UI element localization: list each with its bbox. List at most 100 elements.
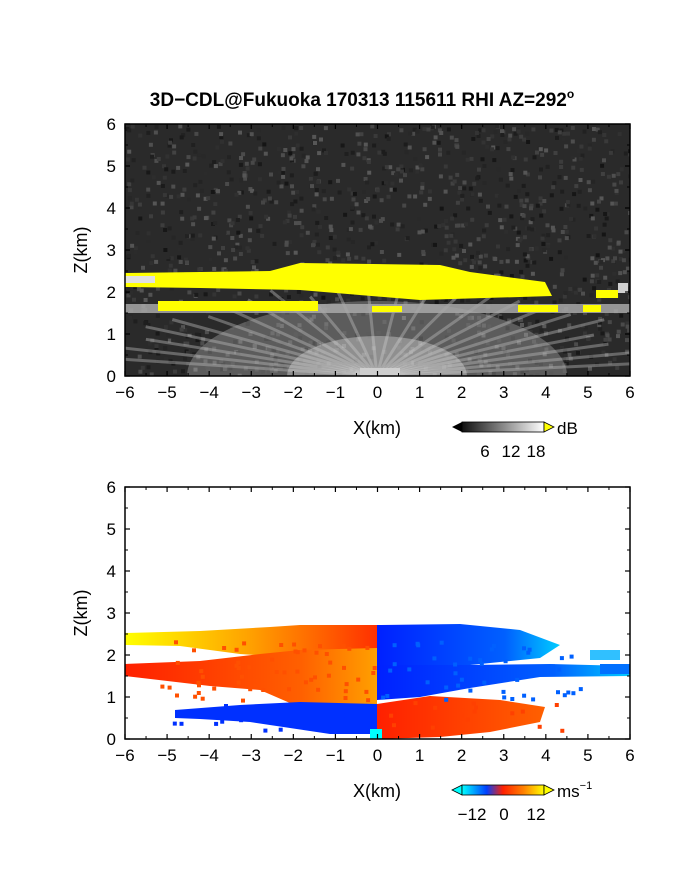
noise-cell xyxy=(146,170,151,175)
speckle xyxy=(531,697,536,702)
noise-cell xyxy=(127,182,132,187)
noise-cell xyxy=(349,367,353,371)
noise-cell xyxy=(567,323,572,328)
noise-cell xyxy=(610,201,615,206)
noise-cell xyxy=(602,158,606,163)
noise-cell xyxy=(478,254,483,259)
noise-cell xyxy=(238,130,242,135)
noise-cell xyxy=(323,126,328,131)
noise-cell xyxy=(154,158,159,163)
noise-cell xyxy=(606,174,611,179)
noise-cell xyxy=(570,155,575,160)
noise-cell xyxy=(328,224,333,229)
noise-cell xyxy=(410,347,415,351)
noise-cell xyxy=(361,256,366,261)
noise-cell xyxy=(608,150,613,155)
noise-cell xyxy=(579,167,584,172)
noise-cell xyxy=(205,365,210,370)
noise-cell xyxy=(464,369,469,373)
noise-cell xyxy=(569,216,573,221)
noise-cell xyxy=(290,202,295,207)
noise-cell xyxy=(599,265,603,270)
noise-cell xyxy=(333,348,338,353)
noise-cell xyxy=(134,197,139,202)
noise-cell xyxy=(217,251,221,256)
noise-cell xyxy=(558,298,563,303)
x-tick-label: 4 xyxy=(541,383,550,402)
speckle xyxy=(328,660,333,665)
speckle xyxy=(236,660,241,665)
noise-cell xyxy=(579,144,584,149)
noise-cell xyxy=(488,370,493,375)
noise-cell xyxy=(559,206,564,211)
noise-cell xyxy=(476,372,481,376)
speckle xyxy=(220,719,225,724)
noise-cell xyxy=(443,297,448,302)
noise-cell xyxy=(532,260,537,265)
noise-cell xyxy=(310,184,314,189)
noise-cell xyxy=(612,182,617,187)
x-tick-label: 4 xyxy=(541,746,550,765)
noise-cell xyxy=(138,204,143,209)
noise-cell xyxy=(302,338,306,343)
noise-cell xyxy=(557,328,562,333)
speckle xyxy=(193,694,198,699)
noise-cell xyxy=(297,323,302,328)
noise-cell xyxy=(243,366,248,371)
noise-cell xyxy=(542,199,547,203)
noise-cell xyxy=(402,203,407,208)
noise-cell xyxy=(419,300,424,305)
speckle xyxy=(557,667,562,672)
lower-layer-highlight xyxy=(158,301,318,311)
noise-cell xyxy=(400,351,405,356)
noise-cell xyxy=(437,128,442,133)
noise-cell xyxy=(483,352,488,357)
noise-cell xyxy=(453,213,458,218)
noise-cell xyxy=(562,357,567,362)
noise-cell xyxy=(477,301,482,306)
noise-cell xyxy=(592,127,596,131)
noise-cell xyxy=(567,352,572,357)
noise-cell xyxy=(478,337,483,342)
noise-cell xyxy=(192,352,197,357)
noise-cell xyxy=(167,338,172,343)
noise-cell xyxy=(350,191,355,196)
noise-cell xyxy=(591,137,596,142)
noise-cell xyxy=(599,260,604,264)
noise-cell xyxy=(230,236,235,240)
noise-cell xyxy=(367,334,372,339)
noise-cell xyxy=(504,229,509,234)
noise-cell xyxy=(300,347,305,352)
y-tick-label: 3 xyxy=(107,241,116,260)
speckle xyxy=(275,704,280,709)
noise-cell xyxy=(299,293,304,298)
noise-cell xyxy=(301,350,306,354)
noise-cell xyxy=(372,194,377,199)
noise-cell xyxy=(127,188,132,193)
noise-cell xyxy=(573,290,578,295)
noise-cell xyxy=(544,347,549,352)
noise-cell xyxy=(163,248,168,252)
speckle xyxy=(270,657,275,662)
noise-cell xyxy=(529,206,533,211)
noise-cell xyxy=(317,151,322,156)
noise-cell xyxy=(595,273,600,278)
noise-cell xyxy=(463,349,467,354)
noise-cell xyxy=(495,146,500,151)
y-tick-label: 4 xyxy=(107,562,116,581)
noise-cell xyxy=(480,157,485,162)
speckle xyxy=(479,661,484,666)
noise-cell xyxy=(568,287,573,291)
noise-cell xyxy=(437,224,442,229)
noise-cell xyxy=(276,147,281,151)
noise-cell xyxy=(397,339,402,343)
noise-cell xyxy=(273,368,278,373)
speckle xyxy=(468,688,473,693)
noise-cell xyxy=(549,256,554,261)
noise-cell xyxy=(534,332,539,337)
noise-cell xyxy=(130,178,135,183)
noise-cell xyxy=(162,193,167,198)
y-tick-label: 3 xyxy=(107,604,116,623)
speckle xyxy=(444,685,449,690)
